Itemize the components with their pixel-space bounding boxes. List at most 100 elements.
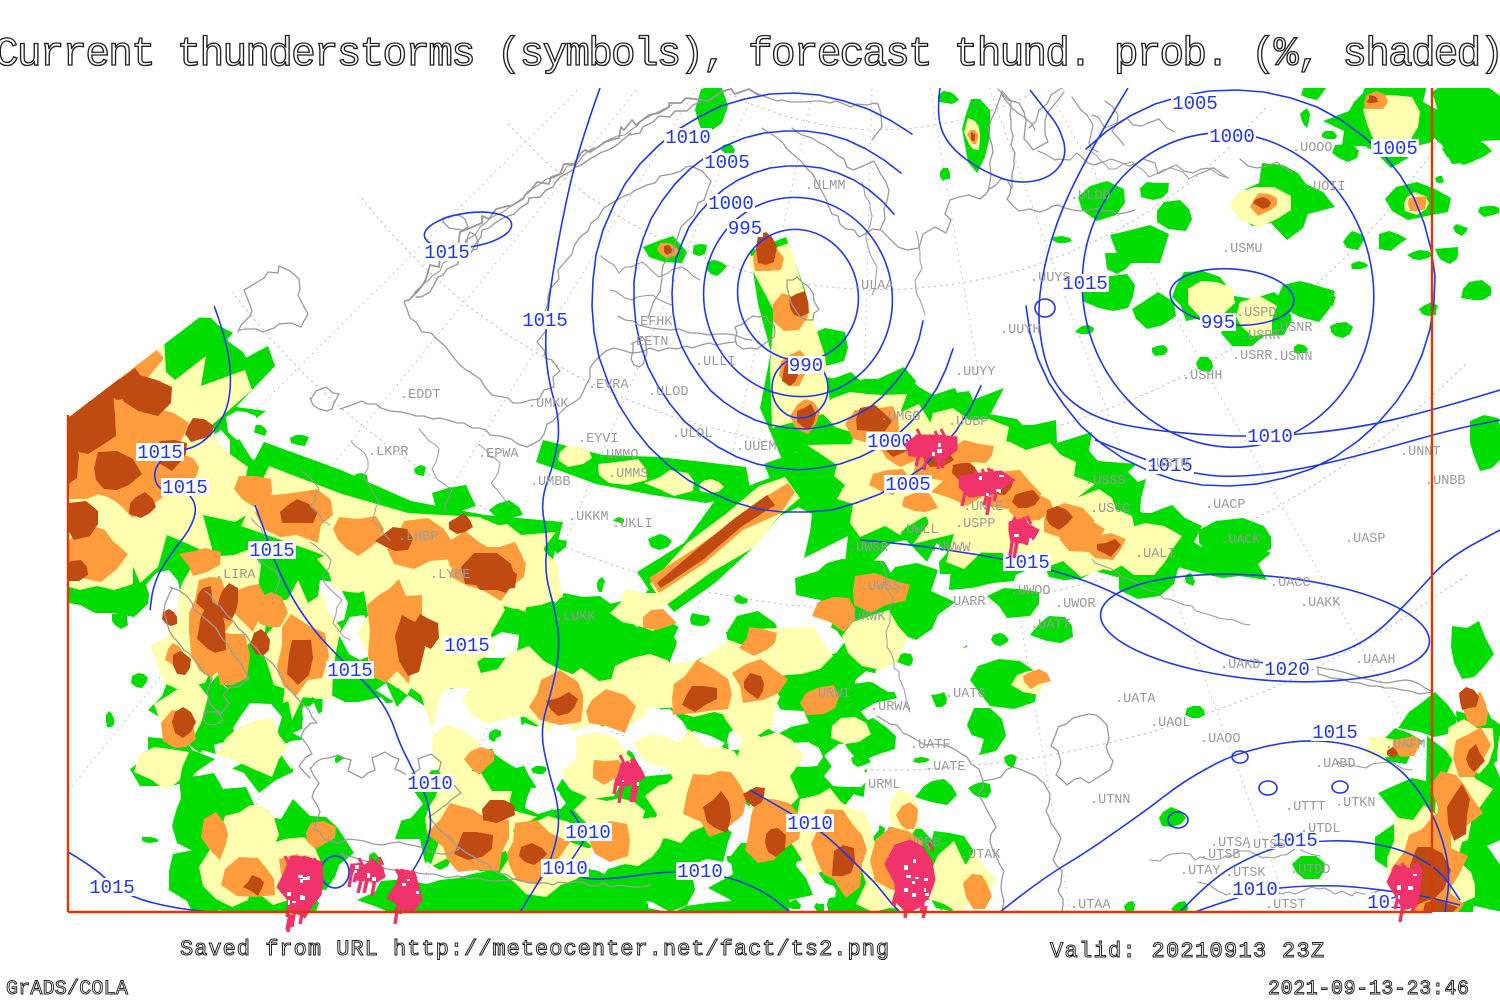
svg-text:.UWOR: .UWOR bbox=[1055, 597, 1096, 612]
svg-text:.EYVI: .EYVI bbox=[578, 432, 619, 447]
svg-text:1010: 1010 bbox=[1247, 426, 1293, 448]
svg-text:1015: 1015 bbox=[444, 635, 490, 657]
svg-text:.UNNT: .UNNT bbox=[1400, 445, 1441, 460]
svg-text:.UABD: .UABD bbox=[1315, 757, 1356, 772]
svg-text:.USRK: .USRK bbox=[1240, 329, 1281, 344]
svg-text:1000: 1000 bbox=[708, 193, 754, 215]
svg-text:.UATF: .UATF bbox=[910, 738, 951, 753]
svg-text:.UAKK: .UAKK bbox=[1300, 596, 1341, 611]
svg-text:.UTST: .UTST bbox=[1265, 898, 1306, 913]
svg-text:GrADS/COLA: GrADS/COLA bbox=[6, 978, 128, 1000]
svg-text:.UTSK: .UTSK bbox=[1225, 866, 1266, 881]
svg-text:.EVRA: .EVRA bbox=[588, 378, 629, 393]
svg-text:Current thunderstorms (symbols: Current thunderstorms (symbols), forecas… bbox=[0, 32, 1500, 78]
svg-text:.UACK: .UACK bbox=[1220, 533, 1261, 548]
svg-text:.UMKK: .UMKK bbox=[528, 397, 569, 412]
svg-text:1015: 1015 bbox=[424, 242, 470, 264]
svg-text:1010: 1010 bbox=[787, 813, 833, 835]
svg-text:1015: 1015 bbox=[89, 877, 135, 899]
svg-text:.USTR: .USTR bbox=[1148, 457, 1189, 472]
svg-text:1015: 1015 bbox=[1312, 722, 1358, 744]
svg-text:.UUYH: .UUYH bbox=[1000, 323, 1041, 338]
svg-text:1015: 1015 bbox=[1272, 830, 1318, 852]
svg-text:.USNR: .USNR bbox=[1272, 321, 1313, 336]
svg-text:2021-09-13-23:46: 2021-09-13-23:46 bbox=[1268, 978, 1470, 1000]
svg-text:.UTDL: .UTDL bbox=[1300, 822, 1341, 837]
svg-text:.UKLI: .UKLI bbox=[612, 517, 653, 532]
svg-text:.ULDD: .ULDD bbox=[1070, 189, 1111, 204]
svg-text:1015: 1015 bbox=[327, 660, 373, 682]
svg-text:.UARR: .UARR bbox=[945, 595, 986, 610]
svg-text:1010: 1010 bbox=[565, 822, 611, 844]
svg-text:.ULOD: .ULOD bbox=[648, 385, 689, 400]
svg-text:1005: 1005 bbox=[704, 152, 750, 174]
svg-text:1000: 1000 bbox=[1209, 126, 1255, 148]
svg-text:.USPD: .USPD bbox=[1236, 306, 1277, 321]
svg-text:.USPP: .USPP bbox=[955, 517, 996, 532]
svg-text:.UMMO: .UMMO bbox=[598, 448, 639, 463]
svg-text:.UATG: .UATG bbox=[945, 687, 986, 702]
svg-text:.URWA: .URWA bbox=[870, 700, 911, 715]
svg-text:1005: 1005 bbox=[885, 474, 931, 496]
svg-text:1020: 1020 bbox=[1264, 659, 1310, 681]
svg-text:995: 995 bbox=[1201, 312, 1235, 334]
svg-text:990: 990 bbox=[789, 355, 823, 377]
svg-text:.UTTT: .UTTT bbox=[1285, 800, 1326, 815]
svg-text:.UUYY: .UUYY bbox=[955, 365, 996, 380]
svg-text:1015: 1015 bbox=[522, 310, 568, 332]
svg-text:.UKKM: .UKKM bbox=[568, 510, 609, 525]
svg-text:.UOOO: .UOOO bbox=[1292, 141, 1333, 156]
svg-text:.LKPR: .LKPR bbox=[368, 445, 409, 460]
svg-text:.UMMS: .UMMS bbox=[608, 467, 649, 482]
svg-text:.UTSS: .UTSS bbox=[1245, 838, 1286, 853]
svg-text:.EETN: .EETN bbox=[628, 335, 669, 350]
svg-text:.UAFM: .UAFM bbox=[1385, 738, 1426, 753]
svg-text:.UATT: .UATT bbox=[1030, 618, 1071, 633]
svg-text:.URWI: .URWI bbox=[810, 687, 851, 702]
svg-text:.URML: .URML bbox=[860, 778, 901, 793]
svg-text:Saved from URL http://meteocen: Saved from URL http://meteocenter.net/fa… bbox=[180, 937, 890, 962]
svg-text:1000: 1000 bbox=[867, 431, 913, 453]
svg-text:.LYBE: .LYBE bbox=[430, 568, 471, 583]
svg-text:1015: 1015 bbox=[137, 442, 183, 464]
svg-text:.USNN: .USNN bbox=[1272, 350, 1313, 365]
svg-text:1010: 1010 bbox=[677, 861, 723, 883]
svg-text:.ULAA: .ULAA bbox=[853, 279, 894, 294]
svg-text:.UATE: .UATE bbox=[925, 760, 966, 775]
svg-text:.USRR: .USRR bbox=[1232, 349, 1273, 364]
svg-text:.UMBB: .UMBB bbox=[530, 475, 571, 490]
svg-text:.UALI: .UALI bbox=[1135, 547, 1176, 562]
svg-text:.UMGG: .UMGG bbox=[880, 410, 921, 425]
svg-text:.LHBP: .LHBP bbox=[398, 530, 439, 545]
svg-text:1005: 1005 bbox=[1172, 93, 1218, 115]
svg-text:.USHH: .USHH bbox=[1182, 369, 1223, 384]
svg-text:.EDDT: .EDDT bbox=[400, 388, 441, 403]
svg-text:1010: 1010 bbox=[407, 773, 453, 795]
svg-text:1015: 1015 bbox=[1062, 273, 1108, 295]
svg-text:.UTSB: .UTSB bbox=[1200, 848, 1241, 863]
svg-text:.UNKE: .UNKE bbox=[963, 500, 1004, 515]
svg-text:1005: 1005 bbox=[1372, 138, 1418, 160]
svg-text:1010: 1010 bbox=[1232, 879, 1278, 901]
svg-text:.EPWA: .EPWA bbox=[478, 447, 519, 462]
svg-text:.USMU: .USMU bbox=[1222, 242, 1263, 257]
svg-text:.ULMM: .ULMM bbox=[805, 179, 846, 194]
svg-text:.UTAY: .UTAY bbox=[1180, 864, 1221, 879]
svg-text:995: 995 bbox=[728, 218, 762, 240]
svg-text:.ULOL: .ULOL bbox=[672, 427, 713, 442]
svg-text:.UACP: .UACP bbox=[1205, 498, 1246, 513]
svg-text:.URWK: .URWK bbox=[845, 610, 886, 625]
svg-text:.EFHK: .EFHK bbox=[632, 315, 673, 330]
svg-text:.LIRA: .LIRA bbox=[215, 568, 256, 583]
svg-text:.UTAA: .UTAA bbox=[1070, 898, 1111, 913]
svg-text:.UOII: .UOII bbox=[1305, 180, 1346, 195]
svg-text:1010: 1010 bbox=[542, 858, 588, 880]
svg-text:.UACC: .UACC bbox=[1270, 576, 1311, 591]
svg-text:.UWWW: .UWWW bbox=[930, 541, 971, 556]
svg-text:.UASP: .UASP bbox=[1345, 532, 1386, 547]
svg-text:1015: 1015 bbox=[249, 540, 295, 562]
svg-text:.UAKD: .UAKD bbox=[1220, 658, 1261, 673]
svg-text:.UAAH: .UAAH bbox=[1355, 653, 1396, 668]
svg-text:1010: 1010 bbox=[665, 127, 711, 149]
svg-text:.USSS: .USSS bbox=[1085, 474, 1126, 489]
